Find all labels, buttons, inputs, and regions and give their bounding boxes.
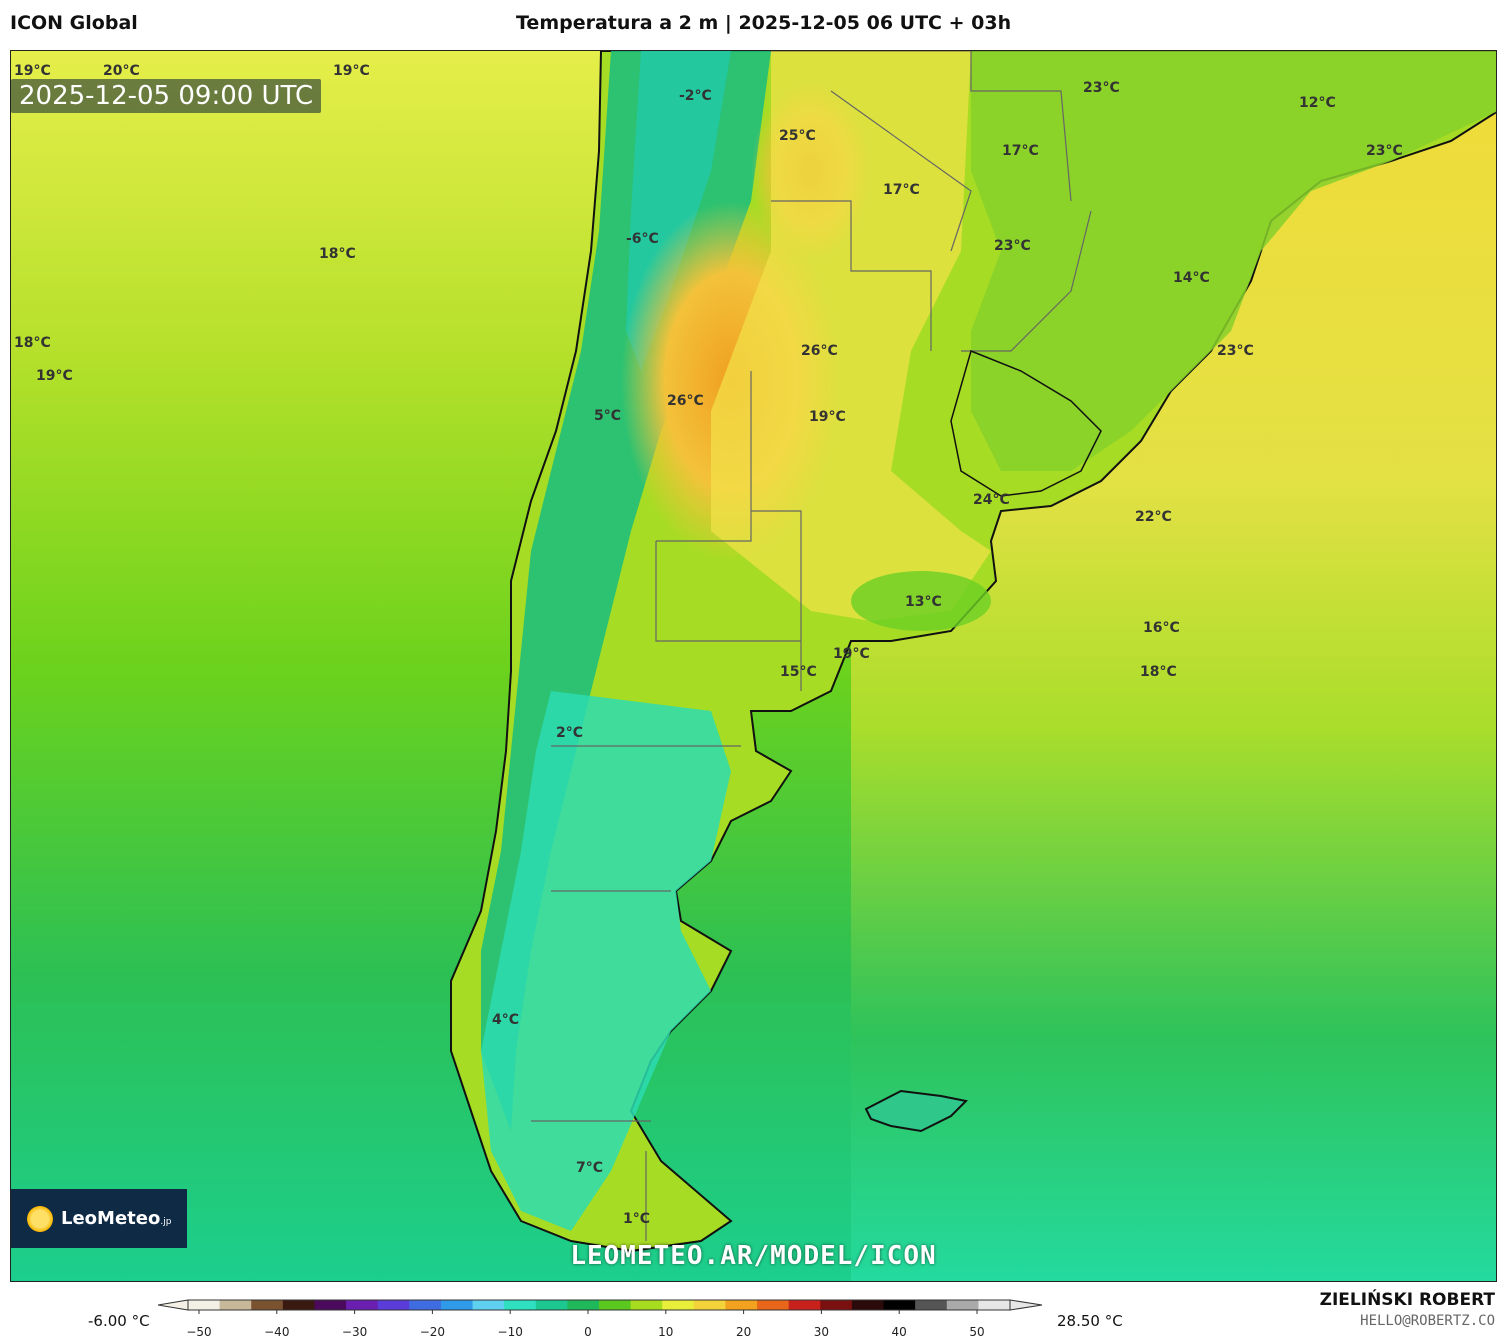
colorbar-segment	[851, 1300, 885, 1310]
colorbar-tick-label: 40	[892, 1325, 907, 1338]
colorbar-arrow-left	[158, 1299, 189, 1311]
temp-label: 23°C	[1366, 143, 1403, 159]
temp-label: 17°C	[1002, 143, 1039, 159]
colorbar-tick-label: −10	[498, 1325, 523, 1338]
colorbar-tick-label: 50	[969, 1325, 984, 1338]
leometeo-logo[interactable]: LeoMeteo.jp	[11, 1189, 187, 1248]
temp-label: 18°C	[14, 335, 51, 351]
author-name: ZIELIŃSKI ROBERT	[1319, 1290, 1495, 1310]
colorbar-segment	[219, 1300, 252, 1310]
province-borders	[531, 51, 1092, 1241]
uruguay-outline	[950, 349, 1102, 497]
colorbar-segment	[567, 1300, 600, 1310]
temp-label: 1°C	[623, 1211, 651, 1227]
temp-label: 15°C	[780, 664, 817, 680]
colorbar-tick-label: −50	[186, 1325, 211, 1338]
colorbar: −50 −40 −30 −20 −10 0 10 20 30 40 50	[158, 1299, 1043, 1338]
author-email[interactable]: HELLO@ROBERTZ.CO	[1360, 1313, 1495, 1329]
temp-label: 12°C	[1299, 95, 1336, 111]
temp-label: 19°C	[14, 63, 51, 79]
colorbar-segment	[346, 1300, 379, 1310]
temp-label: 17°C	[883, 182, 920, 198]
colorbar-segment	[757, 1300, 790, 1310]
temp-label: 19°C	[333, 63, 370, 79]
colorbar-tick-label: 10	[658, 1325, 673, 1338]
logo-text: LeoMeteo.jp	[61, 1208, 172, 1229]
map-canvas	[11, 51, 1496, 1281]
colorbar-segment	[788, 1300, 821, 1310]
temp-label: 2°C	[556, 725, 584, 741]
colorbar-tick-label: −40	[264, 1325, 289, 1338]
falkland-islands	[864, 1089, 969, 1133]
temp-label: 22°C	[1135, 509, 1172, 525]
colorbar-segment	[662, 1300, 695, 1310]
colorbar-tick-label: 0	[584, 1325, 592, 1338]
temp-label: 24°C	[973, 492, 1010, 508]
map-title: Temperatura a 2 m | 2025-12-05 06 UTC + …	[516, 12, 1012, 34]
cool-spot-13	[851, 571, 991, 631]
temp-label: 26°C	[667, 393, 704, 409]
valid-time-badge: 2025-12-05 09:00 UTC	[11, 79, 322, 113]
colorbar-max-label: 28.50 °C	[1057, 1312, 1123, 1330]
temp-label: 19°C	[809, 409, 846, 425]
temp-label: 5°C	[594, 408, 622, 424]
colorbar-segment	[693, 1300, 726, 1310]
temp-label: 18°C	[1140, 664, 1177, 680]
temp-label: 23°C	[1083, 80, 1120, 96]
colorbar-segment	[535, 1300, 568, 1310]
colorbar-segment	[251, 1300, 284, 1310]
patagonia-cold	[481, 691, 731, 1231]
colorbar-segment	[314, 1300, 347, 1310]
colorbar-segment	[440, 1300, 474, 1310]
colorbar-segment	[282, 1300, 315, 1310]
temp-label: 23°C	[994, 238, 1031, 254]
colorbar-segment	[409, 1300, 442, 1310]
colorbar-segment	[188, 1300, 221, 1310]
temp-label: 13°C	[905, 594, 942, 610]
colorbar-frame	[187, 1299, 1011, 1311]
northern-plains	[711, 51, 991, 621]
colorbar-segment	[504, 1300, 537, 1310]
temp-label: 19°C	[36, 368, 73, 384]
colorbar-tick-label: 30	[814, 1325, 829, 1338]
colorbar-segment	[472, 1300, 505, 1310]
temp-label: 7°C	[576, 1160, 604, 1176]
colorbar-segment	[725, 1300, 758, 1310]
temp-label: 23°C	[1217, 343, 1254, 359]
colorbar-segment	[630, 1300, 663, 1310]
temp-label: 20°C	[103, 63, 140, 79]
temp-label: 26°C	[801, 343, 838, 359]
model-name: ICON Global	[10, 12, 138, 34]
colorbar-min-label: -6.00 °C	[88, 1312, 150, 1330]
colorbar-tick-label: 20	[736, 1325, 751, 1338]
colorbar-segment	[978, 1300, 1011, 1310]
colorbar-tick-label: −30	[342, 1325, 367, 1338]
colorbar-segment	[820, 1300, 853, 1310]
colorbar-segment	[377, 1300, 410, 1310]
temp-label: -2°C	[679, 88, 712, 104]
temp-label: 19°C	[833, 646, 870, 662]
watermark-url: LEOMETEO.AR/MODEL/ICON	[570, 1241, 937, 1271]
colorbar-arrow-right	[1009, 1299, 1043, 1311]
brazil-green	[971, 51, 1496, 471]
temperature-map[interactable]: 2025-12-05 09:00 UTC 19°C 20°C 19°C -2°C…	[10, 50, 1497, 1282]
temp-label: -6°C	[626, 231, 659, 247]
colorbar-segment	[946, 1300, 979, 1310]
temp-label: 4°C	[492, 1012, 520, 1028]
colorbar-segment	[883, 1300, 916, 1310]
sun-icon	[25, 1203, 55, 1234]
temp-label: 18°C	[319, 246, 356, 262]
colorbar-segment	[599, 1300, 632, 1310]
temp-label: 25°C	[779, 128, 816, 144]
colorbar-segment	[915, 1300, 948, 1310]
colorbar-tick-label: −20	[420, 1325, 445, 1338]
temp-label: 14°C	[1173, 270, 1210, 286]
temp-label: 16°C	[1143, 620, 1180, 636]
